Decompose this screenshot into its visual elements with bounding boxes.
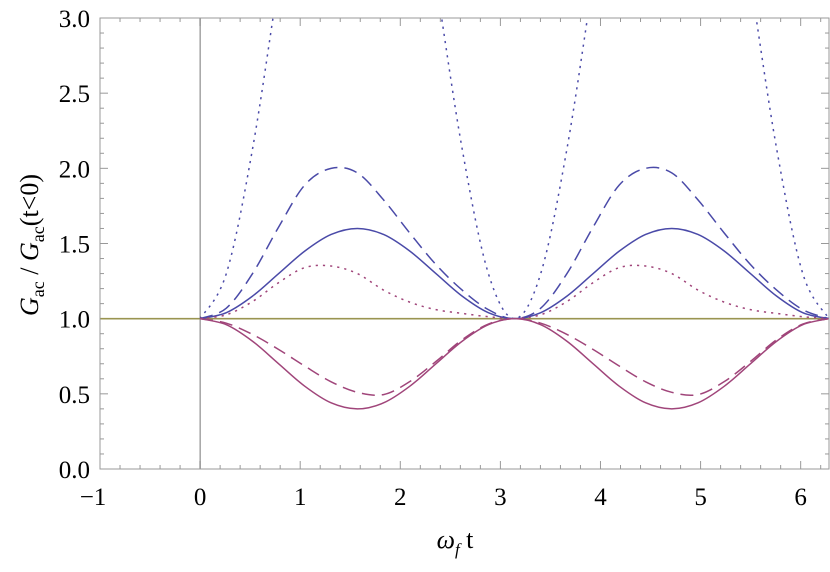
plot-frame <box>99 17 830 470</box>
series-group <box>100 18 829 410</box>
y-axis-title: Gac / Gac(t<0) <box>15 174 48 316</box>
x-tick-label: 0 <box>194 484 207 511</box>
tick-labels: −1 0 1 2 3 4 5 6 0.0 0.5 1.0 1.5 2.0 2.5 3.0 <box>59 6 807 511</box>
x-tick-label: −1 <box>80 484 107 511</box>
y-tick-label: 3.0 <box>59 6 90 33</box>
axis-ticks <box>99 17 829 470</box>
series-line-1 <box>199 166 829 320</box>
x-tick-label: 1 <box>294 484 307 511</box>
y-tick-label: 0.5 <box>59 382 90 409</box>
x-tick-label: 2 <box>394 484 407 511</box>
y-tick-label: 2.5 <box>59 81 90 108</box>
y-tick-label: 0.0 <box>59 457 90 484</box>
series-line-2 <box>199 227 829 320</box>
x-tick-label: 6 <box>794 484 807 511</box>
y-tick-label: 1.0 <box>59 307 90 334</box>
y-tick-label: 2.0 <box>59 156 90 183</box>
x-tick-label: 5 <box>694 484 707 511</box>
series-line-4 <box>199 317 829 397</box>
x-tick-label: 4 <box>594 484 607 511</box>
series-line-0 <box>199 18 829 320</box>
x-axis-title: ωf t <box>437 525 475 559</box>
y-tick-label: 1.5 <box>59 232 90 259</box>
x-tick-label: 3 <box>494 484 507 511</box>
series-line-3 <box>199 264 829 320</box>
series-line-5 <box>199 317 829 410</box>
